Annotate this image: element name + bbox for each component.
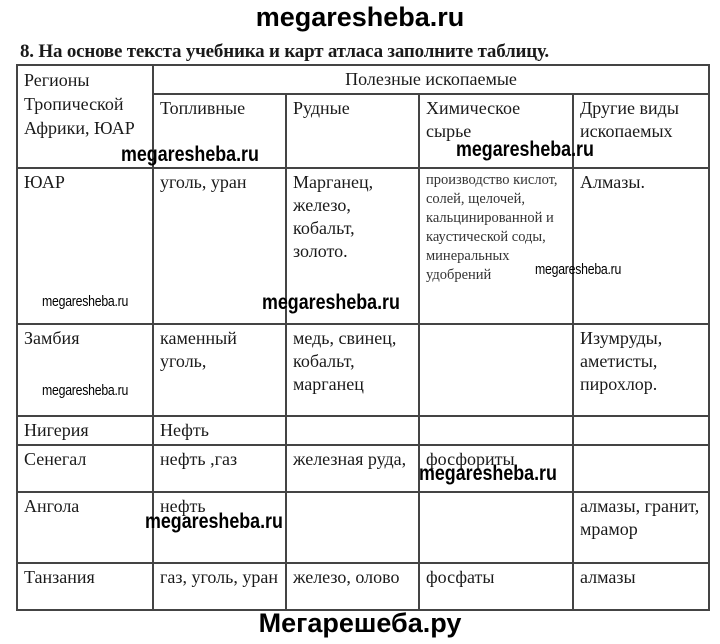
column-header: Топливные [152,93,287,169]
table-row: Замбия каменный уголь, медь, свинец, коб… [16,323,711,417]
watermark: megaresheba.ru [121,143,259,166]
watermark-top: megaresheba.ru [255,2,465,32]
fuel-cell: нефть [152,491,287,564]
ore-cell: железная руда, [285,444,420,493]
minerals-table: Регионы Тропической Африки, ЮАР Полезные… [16,64,711,611]
watermark: megaresheba.ru [262,291,400,314]
table-row: Танзания газ, уголь, уран железо, олово … [16,562,711,611]
region-cell: ЮАР [16,167,154,325]
chemical-cell: фосфориты [418,444,574,493]
watermark: megaresheba.ru [42,382,129,399]
watermark: megaresheba.ru [145,510,283,533]
watermark: megaresheba.ru [42,293,129,310]
watermark: megaresheba.ru [456,138,594,161]
column-header: Другие виды ископаемых [571,93,711,169]
column-header: Химическое сырье [418,93,574,169]
fuel-cell: Нефть [152,415,287,446]
region-cell: Сенегал [16,444,154,493]
fuel-cell: нефть ,газ [152,444,287,493]
column-header: Рудные [285,93,420,169]
watermark-bottom: Мегарешеба.ру [258,608,462,638]
fuel-cell: газ, уголь, уран [152,562,287,611]
region-cell: Замбия [16,323,154,417]
region-cell: Ангола [16,491,154,564]
table-row: Сенегал нефть ,газ железная руда, фосфор… [16,444,711,493]
ore-cell: Марганец, железо, кобальт, золото. [285,167,420,325]
other-cell: Изумруды, аметисты, пирохлор. [571,323,711,417]
other-cell: алмазы, гранит, мрамор [571,491,711,564]
chemical-cell [418,491,574,564]
fuel-cell: каменный уголь, [152,323,287,417]
chemical-cell: производство кислот, солей, щелочей, кал… [418,167,574,325]
ore-cell [285,491,420,564]
table-row: ЮАР уголь, уран Марганец, железо, кобаль… [16,167,711,325]
ore-cell: железо, олово [285,562,420,611]
ore-cell: медь, свинец, кобальт, марганец [285,323,420,417]
chemical-cell [418,415,574,446]
region-cell: Танзания [16,562,154,611]
chemical-cell [418,323,574,417]
chemical-cell: фосфаты [418,562,574,611]
other-cell [571,444,711,493]
other-cell: Алмазы. [571,167,711,325]
task-title: 8. На основе текста учебника и карт атла… [20,41,549,62]
other-cell: алмазы [571,562,711,611]
group-header: Полезные ископаемые [151,64,711,95]
fuel-cell: уголь, уран [152,167,287,325]
region-header: Регионы Тропической Африки, ЮАР [16,64,154,169]
watermark: megaresheba.ru [535,261,622,278]
other-cell [571,415,711,446]
ore-cell [285,415,420,446]
watermark: megaresheba.ru [419,462,557,485]
table-row: Ангола нефть алмазы, гранит, мрамор [16,491,711,564]
region-cell: Нигерия [16,415,154,446]
table-row: Нигерия Нефть [16,415,711,446]
